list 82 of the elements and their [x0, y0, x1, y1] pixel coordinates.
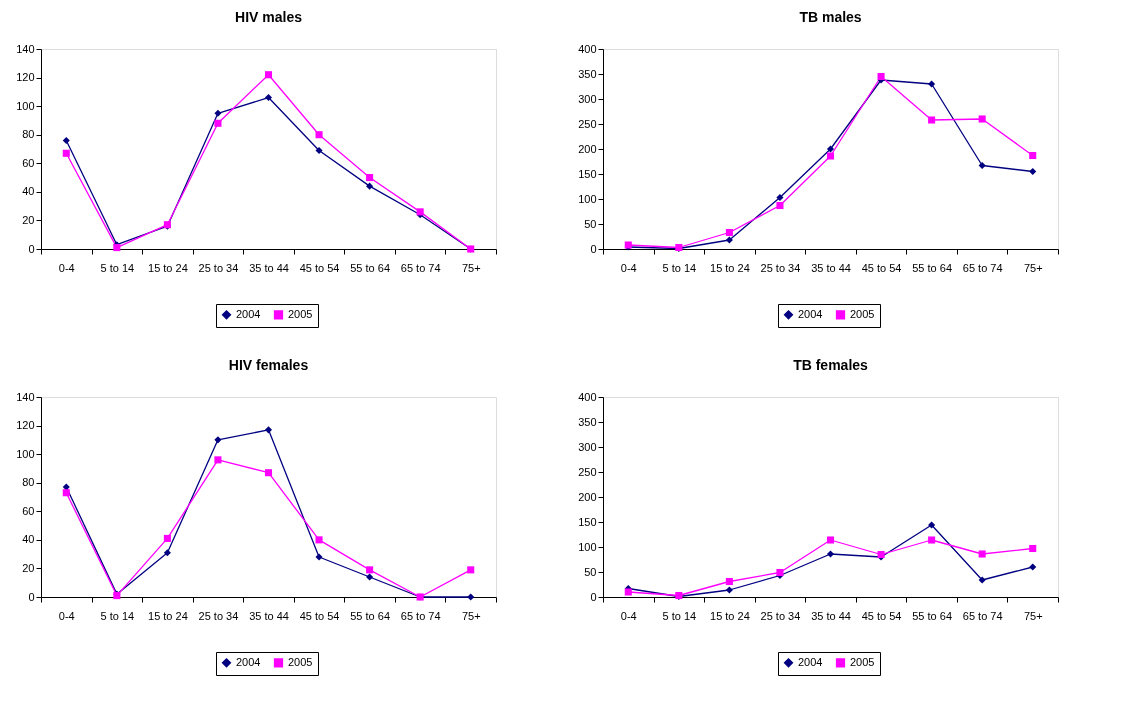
y-tick-label: 120: [16, 419, 35, 432]
y-tick-label: 200: [578, 490, 597, 503]
legend-label: 2004: [798, 307, 823, 320]
legend-label: 2004: [236, 307, 261, 320]
y-tick-label: 0: [590, 590, 597, 603]
y-tick-label: 150: [578, 515, 597, 528]
x-tick-label: 45 to 54: [299, 261, 340, 274]
y-tick-label: 250: [578, 465, 597, 478]
y-tick-label: 50: [584, 217, 597, 230]
x-tick-label: 5 to 14: [662, 609, 697, 622]
x-tick-label: 15 to 24: [148, 609, 188, 622]
x-tick-label: 15 to 24: [710, 609, 750, 622]
x-tick-label: 45 to 54: [299, 609, 340, 622]
x-tick-label: 65 to 74: [400, 261, 441, 274]
x-tick-label: 65 to 74: [962, 261, 1003, 274]
x-tick-label: 25 to 34: [760, 609, 801, 622]
y-tick-label: 60: [22, 156, 35, 169]
y-tick-label: 0: [28, 590, 35, 603]
y-tick-label: 150: [578, 167, 597, 180]
x-tick-label: 0-4: [58, 609, 75, 622]
chart-title: TB females: [793, 357, 869, 373]
y-tick-label: 200: [578, 142, 597, 155]
x-tick-label: 25 to 34: [198, 261, 239, 274]
x-tick-label: 5 to 14: [100, 261, 135, 274]
x-tick-label: 45 to 54: [861, 609, 902, 622]
y-tick-label: 400: [578, 42, 597, 55]
y-tick-label: 140: [16, 42, 35, 55]
x-tick-label: 45 to 54: [861, 261, 902, 274]
y-tick-label: 300: [578, 92, 597, 105]
chart-title: HIV females: [228, 357, 309, 373]
x-tick-label: 75+: [461, 261, 481, 274]
y-tick-label: 40: [22, 185, 35, 198]
legend-label: 2005: [850, 307, 875, 320]
x-tick-label: 55 to 64: [350, 261, 390, 274]
chart-title: HIV males: [235, 9, 303, 25]
x-tick-label: 35 to 44: [811, 261, 851, 274]
x-tick-label: 25 to 34: [760, 261, 801, 274]
legend-label: 2005: [850, 655, 875, 668]
x-tick-label: 65 to 74: [400, 609, 441, 622]
chart-title: TB males: [799, 9, 862, 25]
y-tick-label: 20: [22, 561, 35, 574]
x-tick-label: 5 to 14: [100, 609, 135, 622]
y-tick-label: 350: [578, 67, 597, 80]
y-tick-label: 80: [22, 476, 35, 489]
y-tick-label: 120: [16, 71, 35, 84]
x-tick-label: 0-4: [620, 261, 637, 274]
y-tick-label: 20: [22, 213, 35, 226]
y-tick-label: 140: [16, 390, 35, 403]
x-tick-label: 75+: [1023, 261, 1043, 274]
y-tick-label: 300: [578, 440, 597, 453]
x-tick-label: 5 to 14: [662, 261, 697, 274]
x-tick-label: 55 to 64: [350, 609, 390, 622]
legend-label: 2004: [798, 655, 823, 668]
legend-label: 2005: [288, 655, 313, 668]
y-tick-label: 0: [28, 242, 35, 255]
x-tick-label: 35 to 44: [811, 609, 851, 622]
y-tick-label: 0: [590, 242, 597, 255]
x-tick-label: 75+: [1023, 609, 1043, 622]
legend-label: 2004: [236, 655, 261, 668]
y-tick-label: 40: [22, 533, 35, 546]
y-tick-label: 350: [578, 415, 597, 428]
y-tick-label: 100: [578, 540, 597, 553]
x-tick-label: 35 to 44: [249, 609, 289, 622]
y-tick-label: 100: [578, 192, 597, 205]
x-tick-label: 15 to 24: [148, 261, 188, 274]
x-tick-label: 35 to 44: [249, 261, 289, 274]
x-tick-label: 25 to 34: [198, 609, 239, 622]
x-tick-label: 55 to 64: [912, 261, 952, 274]
y-tick-label: 400: [578, 390, 597, 403]
x-tick-label: 55 to 64: [912, 609, 952, 622]
y-tick-label: 100: [16, 99, 35, 112]
x-tick-label: 0-4: [620, 609, 637, 622]
legend-label: 2005: [288, 307, 313, 320]
y-tick-label: 100: [16, 447, 35, 460]
x-tick-label: 75+: [461, 609, 481, 622]
x-tick-label: 15 to 24: [710, 261, 750, 274]
y-tick-label: 50: [584, 565, 597, 578]
x-tick-label: 0-4: [58, 261, 75, 274]
x-tick-label: 65 to 74: [962, 609, 1003, 622]
y-tick-label: 80: [22, 128, 35, 141]
y-tick-label: 60: [22, 504, 35, 517]
y-tick-label: 250: [578, 117, 597, 130]
